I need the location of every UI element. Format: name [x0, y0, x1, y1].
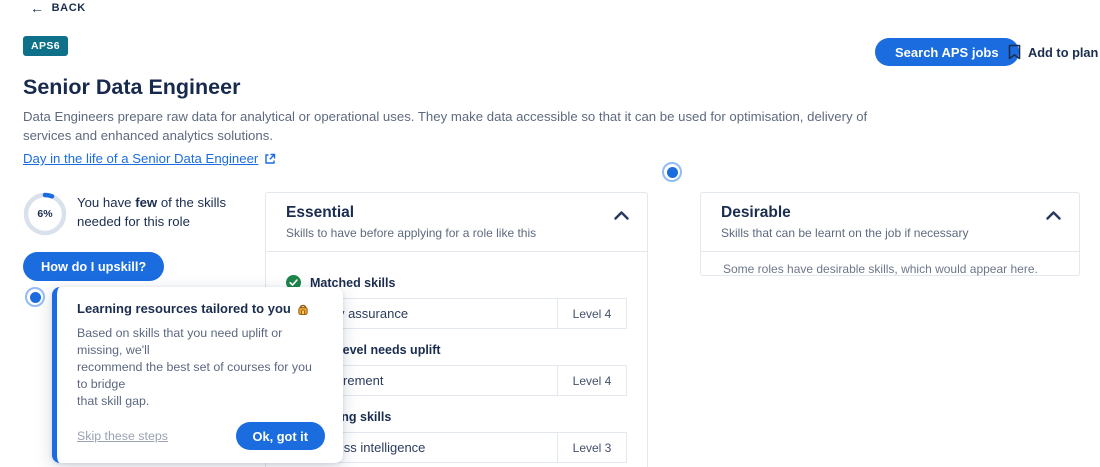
search-aps-jobs-button[interactable]: Search APS jobs — [875, 38, 1019, 66]
day-in-the-life-link[interactable]: Day in the life of a Senior Data Enginee… — [23, 151, 276, 166]
beacon-dot — [666, 166, 678, 178]
beacon-dot — [29, 291, 41, 303]
external-link-icon — [264, 153, 276, 165]
desirable-skills-panel: Desirable Skills that can be learnt on t… — [700, 192, 1080, 276]
role-description-line: Data Engineers prepare raw data for anal… — [23, 109, 868, 124]
add-to-plan-label: Add to plan — [1028, 44, 1099, 60]
back-arrow-icon: ← — [30, 0, 45, 16]
skill-level-badge: Level 4 — [557, 299, 626, 328]
role-description-line: services and enhanced analytics solution… — [23, 128, 273, 143]
bookmark-icon — [1008, 44, 1021, 60]
onboarding-beacon[interactable] — [662, 162, 682, 182]
skill-level-badge: Level 3 — [557, 433, 626, 462]
how-do-i-upskill-button[interactable]: How do I upskill? — [23, 252, 165, 281]
check-circle-icon — [286, 275, 301, 290]
chevron-up-icon[interactable] — [1046, 211, 1061, 220]
match-summary-text: You have few of the skills needed for th… — [77, 195, 227, 229]
classification-badge: APS6 — [23, 36, 69, 56]
desirable-panel-header: Desirable Skills that can be learnt on t… — [701, 193, 1079, 252]
day-in-the-life-label: Day in the life of a Senior Data Enginee… — [23, 151, 259, 166]
onboarding-beacon[interactable] — [25, 287, 45, 307]
desirable-panel-subtitle: Skills that can be learnt on the job if … — [721, 226, 969, 240]
role-description: Data Engineers prepare raw data for anal… — [23, 107, 867, 145]
back-link[interactable]: ← BACK — [30, 0, 86, 16]
skills-section-label: Matched skills — [310, 275, 396, 290]
desirable-panel-title: Desirable — [721, 204, 791, 221]
desirable-empty-message: Some roles have desirable skills, which … — [723, 262, 1038, 276]
skill-match-progress-ring: 6% — [23, 192, 67, 236]
essential-panel-header: Essential Skills to have before applying… — [266, 193, 647, 252]
essential-panel-subtitle: Skills to have before applying for a rol… — [286, 226, 537, 240]
add-to-plan-button[interactable]: Add to plan — [1008, 44, 1098, 60]
page-title: Senior Data Engineer — [23, 75, 241, 99]
skill-level-badge: Level 4 — [557, 366, 626, 395]
skip-these-steps-link[interactable]: Skip these steps — [77, 429, 168, 443]
match-percent-label: 6% — [37, 208, 53, 220]
essential-panel-title: Essential — [286, 204, 355, 221]
school-satchel-emoji-icon — [296, 302, 310, 316]
tooltip-title: Learning resources tailored to you — [77, 301, 325, 316]
back-label: BACK — [51, 2, 86, 14]
ok-got-it-button[interactable]: Ok, got it — [235, 422, 325, 450]
onboarding-tooltip: Learning resources tailored to you Based… — [52, 287, 343, 463]
chevron-up-icon[interactable] — [614, 211, 629, 220]
tooltip-body: Based on skills that you need uplift or … — [77, 326, 312, 408]
skills-section-header: Matched skills — [286, 275, 627, 290]
